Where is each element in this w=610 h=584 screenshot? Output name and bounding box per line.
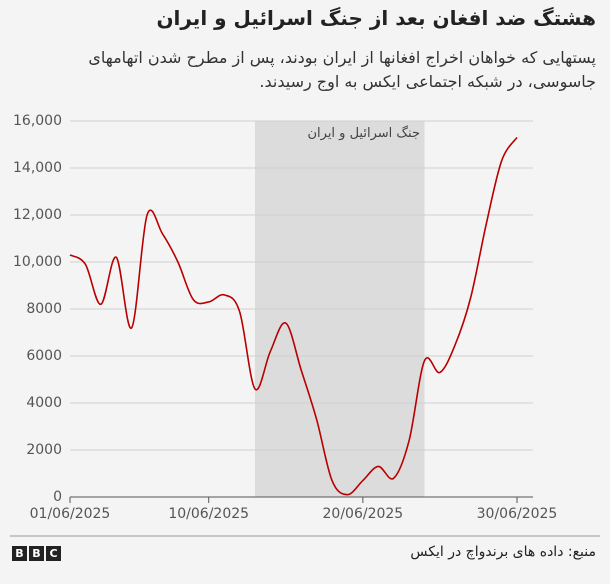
annotation: جنگ اسرائیل و ایران [307, 126, 420, 141]
y-tick-label: 0 [53, 489, 62, 505]
logo-letter: B [15, 547, 23, 560]
y-tick-label: 4000 [26, 395, 62, 411]
x-tick-label: 01/06/2025 [30, 506, 111, 522]
source: منبع: داده های برندواچ در ایکس [410, 544, 596, 560]
y-tick-label: 2000 [26, 442, 62, 458]
x-tick-label: 10/06/2025 [168, 506, 249, 522]
y-tick-label: 16,000 [13, 113, 62, 129]
x-tick-label: 20/06/2025 [323, 506, 404, 522]
logo-box [46, 546, 61, 561]
line [69, 136, 518, 496]
chart-title: هشتگ ضد افغان بعد از جنگ اسرائیل و ایران [156, 6, 596, 30]
y-tick-label: 8000 [26, 301, 62, 317]
logo-box [29, 546, 44, 561]
chart-subtitle: پستهایی که خواهان اخراج افغانها از ایران… [88, 48, 596, 91]
y-tick-label: 6000 [26, 348, 62, 364]
y-tick-label: 10,000 [13, 254, 62, 270]
logo-letter: C [49, 547, 57, 560]
logo-box [12, 546, 27, 561]
x-tick-label: 30/06/2025 [477, 506, 558, 522]
logo-letter: B [32, 547, 40, 560]
y-tick-label: 14,000 [13, 160, 62, 176]
y-tick-label: 12,000 [13, 207, 62, 223]
